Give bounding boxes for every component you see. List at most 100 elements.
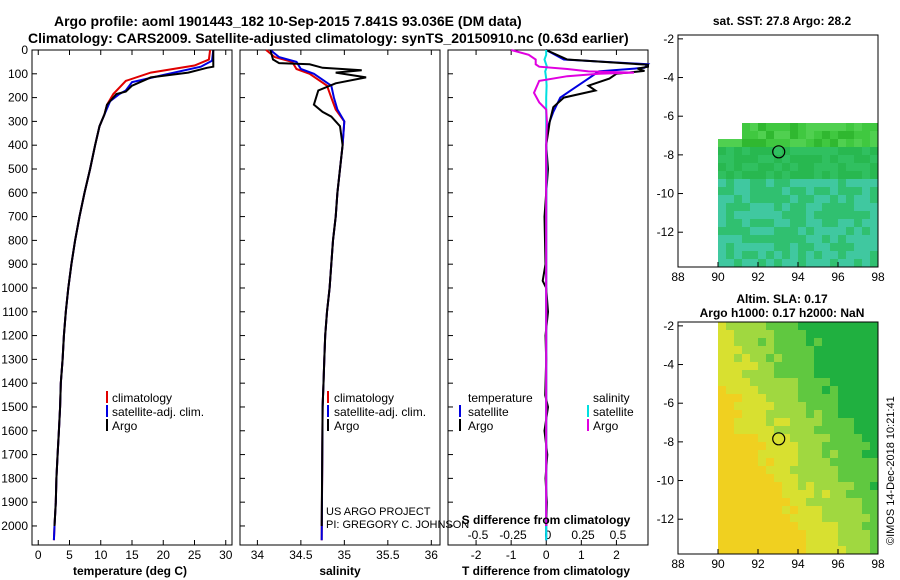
map-cell [766, 490, 775, 499]
map-cell [854, 123, 863, 132]
map-cell [798, 482, 807, 491]
map-cell [806, 514, 815, 523]
map-cell [854, 131, 863, 140]
s-tick-label: 0.5 [610, 528, 627, 542]
map-cell [790, 155, 799, 164]
legend-climatology: climatology [112, 391, 172, 405]
map-cell [830, 219, 839, 228]
map-cell [758, 163, 767, 172]
map-cell [790, 219, 799, 228]
map-cell [750, 418, 759, 427]
x-tick-label: 35.5 [376, 548, 400, 562]
map-cell [822, 187, 831, 196]
map-cell [750, 458, 759, 467]
map-cell [822, 522, 831, 531]
map-cell [750, 322, 759, 331]
map-cell [798, 243, 807, 252]
map-cell [758, 219, 767, 228]
map-cell [870, 506, 879, 515]
map-cell [830, 211, 839, 220]
map-cell [870, 171, 879, 180]
map-cell [798, 546, 807, 555]
map-cell [822, 227, 831, 236]
map-cell [846, 251, 855, 260]
map-cell [846, 490, 855, 499]
map-cell [758, 450, 767, 459]
map-cell [734, 171, 743, 180]
float-position-marker [772, 145, 786, 159]
map-cell [782, 187, 791, 196]
map-cell [726, 259, 735, 268]
map-cell [798, 155, 807, 164]
map-cell [782, 370, 791, 379]
map-cell [822, 514, 831, 523]
map-cell [822, 426, 831, 435]
map-cell [774, 490, 783, 499]
map-cell [774, 466, 783, 475]
map-cell [718, 195, 727, 204]
series-line-satellite [52, 49, 215, 541]
map-cell [798, 195, 807, 204]
map-cell [854, 203, 863, 212]
map-cell [758, 538, 767, 547]
map-cell [734, 354, 743, 363]
map-cell [838, 147, 847, 156]
map-cell [822, 147, 831, 156]
y-tick-label: 1000 [1, 281, 28, 295]
map-cell [806, 426, 815, 435]
map-cell [830, 346, 839, 355]
map-cell [750, 434, 759, 443]
map-cell [854, 522, 863, 531]
map-cell [726, 179, 735, 188]
map-cell [782, 354, 791, 363]
map-cell [726, 171, 735, 180]
map-cell [870, 490, 879, 499]
map-cell [774, 259, 783, 268]
map-cell [830, 538, 839, 547]
x-tick-label: -1 [506, 548, 517, 562]
map-cell [734, 506, 743, 515]
map-cell [830, 546, 839, 555]
map-cell [750, 538, 759, 547]
map-cell [822, 354, 831, 363]
map-cell [750, 442, 759, 451]
map-cell [854, 147, 863, 156]
imos-stamp: ©IMOS 14-Dec-2018 10:21:41 [885, 396, 897, 545]
map-cell [798, 378, 807, 387]
map-cell [846, 131, 855, 140]
map-cell [806, 458, 815, 467]
map-cell [782, 434, 791, 443]
map-cell [854, 530, 863, 539]
map-cell [742, 227, 751, 236]
map-cell [830, 139, 839, 148]
map-cell [766, 402, 775, 411]
map-cell [774, 187, 783, 196]
map-cell [806, 386, 815, 395]
map-cell [766, 123, 775, 132]
map-cell [854, 458, 863, 467]
map-cell [782, 482, 791, 491]
map-cell [750, 179, 759, 188]
map-cell [854, 474, 863, 483]
temperature-plot-frame [31, 49, 233, 546]
map-cell [830, 179, 839, 188]
map-cell [830, 442, 839, 451]
map-cell [782, 538, 791, 547]
x-tick-label: 34.5 [289, 548, 313, 562]
map-cell [814, 482, 823, 491]
map-cell [838, 211, 847, 220]
map-cell [766, 259, 775, 268]
map-cell [726, 243, 735, 252]
map-cell [742, 538, 751, 547]
map-cell [758, 139, 767, 148]
map-cell [862, 474, 871, 483]
map-cell [750, 530, 759, 539]
map-x-tick-label: 98 [871, 270, 885, 284]
map-cell [734, 179, 743, 188]
map-cell [822, 163, 831, 172]
legend-argo: Argo [112, 419, 138, 433]
map-cell [750, 386, 759, 395]
map-cell [870, 330, 879, 339]
map-cell [838, 378, 847, 387]
